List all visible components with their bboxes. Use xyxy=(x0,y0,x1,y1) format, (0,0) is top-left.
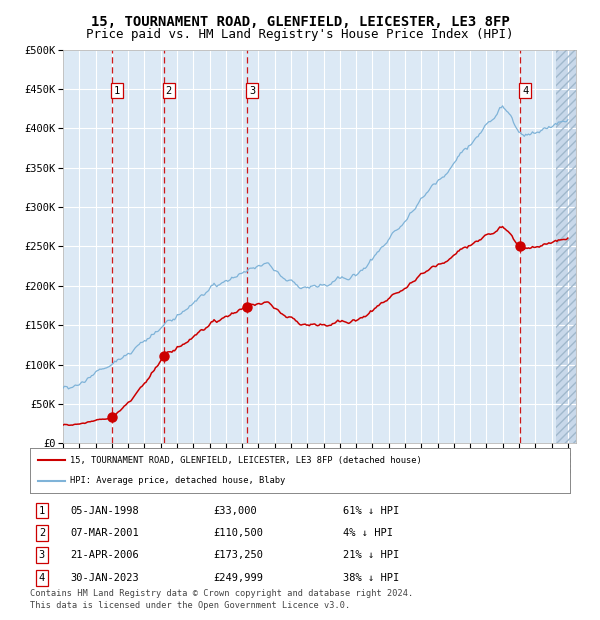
Text: 4: 4 xyxy=(39,573,45,583)
Text: 15, TOURNAMENT ROAD, GLENFIELD, LEICESTER, LE3 8FP: 15, TOURNAMENT ROAD, GLENFIELD, LEICESTE… xyxy=(91,15,509,29)
Text: 3: 3 xyxy=(249,86,255,95)
Text: 61% ↓ HPI: 61% ↓ HPI xyxy=(343,505,400,516)
Text: 05-JAN-1998: 05-JAN-1998 xyxy=(71,505,139,516)
Text: £110,500: £110,500 xyxy=(214,528,263,538)
Text: HPI: Average price, detached house, Blaby: HPI: Average price, detached house, Blab… xyxy=(71,476,286,485)
Text: £173,250: £173,250 xyxy=(214,550,263,560)
Text: 21% ↓ HPI: 21% ↓ HPI xyxy=(343,550,400,560)
Text: 4: 4 xyxy=(522,86,529,95)
Text: 21-APR-2006: 21-APR-2006 xyxy=(71,550,139,560)
Text: 15, TOURNAMENT ROAD, GLENFIELD, LEICESTER, LE3 8FP (detached house): 15, TOURNAMENT ROAD, GLENFIELD, LEICESTE… xyxy=(71,456,422,465)
Text: 38% ↓ HPI: 38% ↓ HPI xyxy=(343,573,400,583)
Text: 1: 1 xyxy=(114,86,120,95)
Text: 30-JAN-2023: 30-JAN-2023 xyxy=(71,573,139,583)
Text: £249,999: £249,999 xyxy=(214,573,263,583)
Text: This data is licensed under the Open Government Licence v3.0.: This data is licensed under the Open Gov… xyxy=(30,601,350,609)
Text: Contains HM Land Registry data © Crown copyright and database right 2024.: Contains HM Land Registry data © Crown c… xyxy=(30,590,413,598)
Text: 2: 2 xyxy=(166,86,172,95)
Text: 3: 3 xyxy=(39,550,45,560)
Text: 4% ↓ HPI: 4% ↓ HPI xyxy=(343,528,393,538)
Text: 2: 2 xyxy=(39,528,45,538)
Text: 07-MAR-2001: 07-MAR-2001 xyxy=(71,528,139,538)
Text: Price paid vs. HM Land Registry's House Price Index (HPI): Price paid vs. HM Land Registry's House … xyxy=(86,28,514,41)
Text: £33,000: £33,000 xyxy=(214,505,257,516)
Text: 1: 1 xyxy=(39,505,45,516)
